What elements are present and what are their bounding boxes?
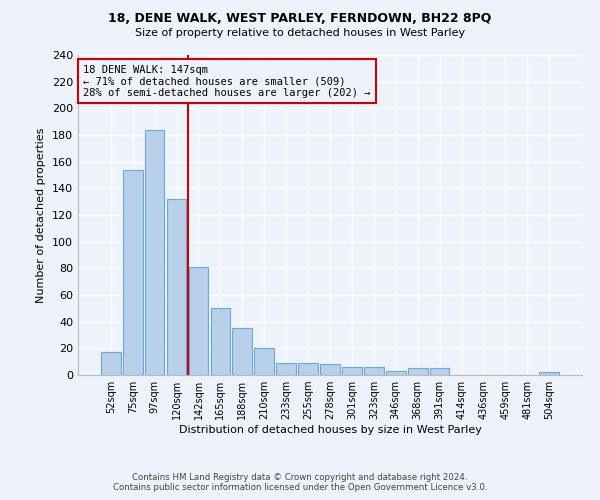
Bar [211, 308, 230, 375]
Bar [167, 199, 187, 375]
Bar [145, 130, 164, 375]
Text: Size of property relative to detached houses in West Parley: Size of property relative to detached ho… [135, 28, 465, 38]
Bar [539, 372, 559, 375]
X-axis label: Distribution of detached houses by size in West Parley: Distribution of detached houses by size … [179, 425, 481, 435]
Bar [276, 363, 296, 375]
Text: Contains HM Land Registry data © Crown copyright and database right 2024.
Contai: Contains HM Land Registry data © Crown c… [113, 473, 487, 492]
Bar [254, 348, 274, 375]
Bar [101, 352, 121, 375]
Bar [232, 328, 252, 375]
Text: 18, DENE WALK, WEST PARLEY, FERNDOWN, BH22 8PQ: 18, DENE WALK, WEST PARLEY, FERNDOWN, BH… [109, 12, 491, 26]
Bar [342, 367, 362, 375]
Bar [188, 267, 208, 375]
Bar [408, 368, 428, 375]
Bar [123, 170, 143, 375]
Y-axis label: Number of detached properties: Number of detached properties [37, 128, 46, 302]
Bar [320, 364, 340, 375]
Bar [298, 363, 318, 375]
Bar [430, 368, 449, 375]
Bar [364, 367, 384, 375]
Text: 18 DENE WALK: 147sqm
← 71% of detached houses are smaller (509)
28% of semi-deta: 18 DENE WALK: 147sqm ← 71% of detached h… [83, 64, 371, 98]
Bar [386, 371, 406, 375]
